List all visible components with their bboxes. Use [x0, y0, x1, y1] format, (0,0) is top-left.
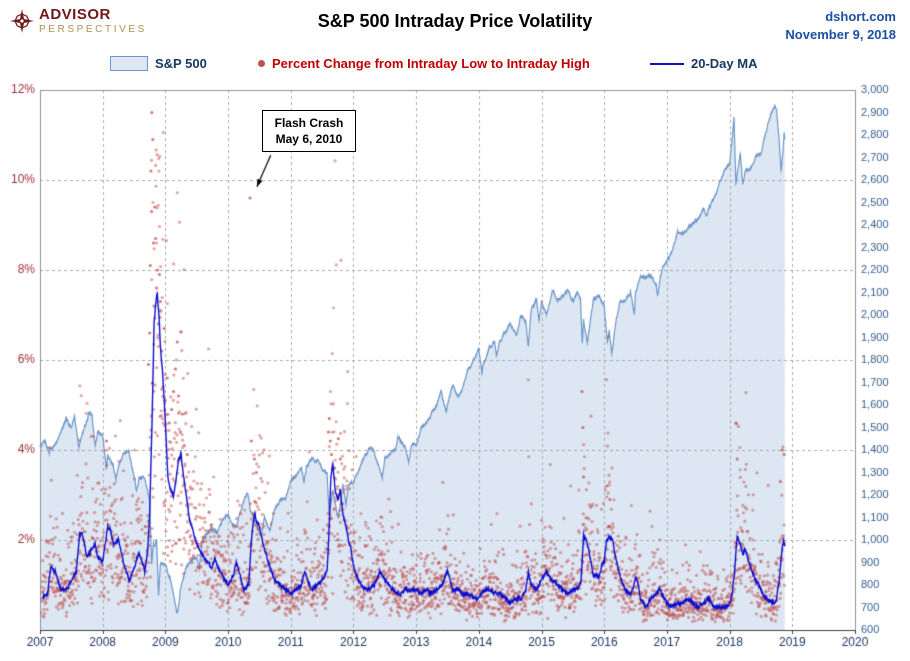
ma-line-swatch [650, 62, 684, 65]
sp500-area-swatch [110, 56, 148, 71]
logo-text-perspectives: PERSPECTIVES [39, 24, 147, 35]
page-title: S&P 500 Intraday Price Volatility [317, 11, 593, 31]
legend-item-percent-change: Percent Change from Intraday Low to Intr… [258, 56, 590, 71]
flash-crash-annotation: Flash Crash May 6, 2010 [262, 110, 356, 152]
logo-text: ADVISOR PERSPECTIVES [39, 7, 147, 36]
compass-rose-icon [10, 9, 34, 33]
source-text: dshort.com [825, 9, 896, 24]
legend-label-sp500: S&P 500 [155, 56, 207, 71]
legend-label-20day-ma: 20-Day MA [691, 56, 758, 71]
logo-text-advisor: ADVISOR [39, 6, 111, 23]
legend-label-percent-change: Percent Change from Intraday Low to Intr… [272, 56, 590, 71]
legend-item-20day-ma: 20-Day MA [650, 56, 757, 71]
flash-crash-annotation-line2: May 6, 2010 [275, 132, 343, 146]
flash-crash-annotation-line1: Flash Crash [274, 116, 344, 130]
date-text: November 9, 2018 [785, 27, 896, 42]
source-and-date: dshort.com November 9, 2018 [785, 8, 896, 44]
legend-item-sp500: S&P 500 [110, 56, 207, 71]
scatter-dot-swatch [258, 60, 265, 67]
advisor-perspectives-logo: ADVISOR PERSPECTIVES [10, 7, 147, 36]
